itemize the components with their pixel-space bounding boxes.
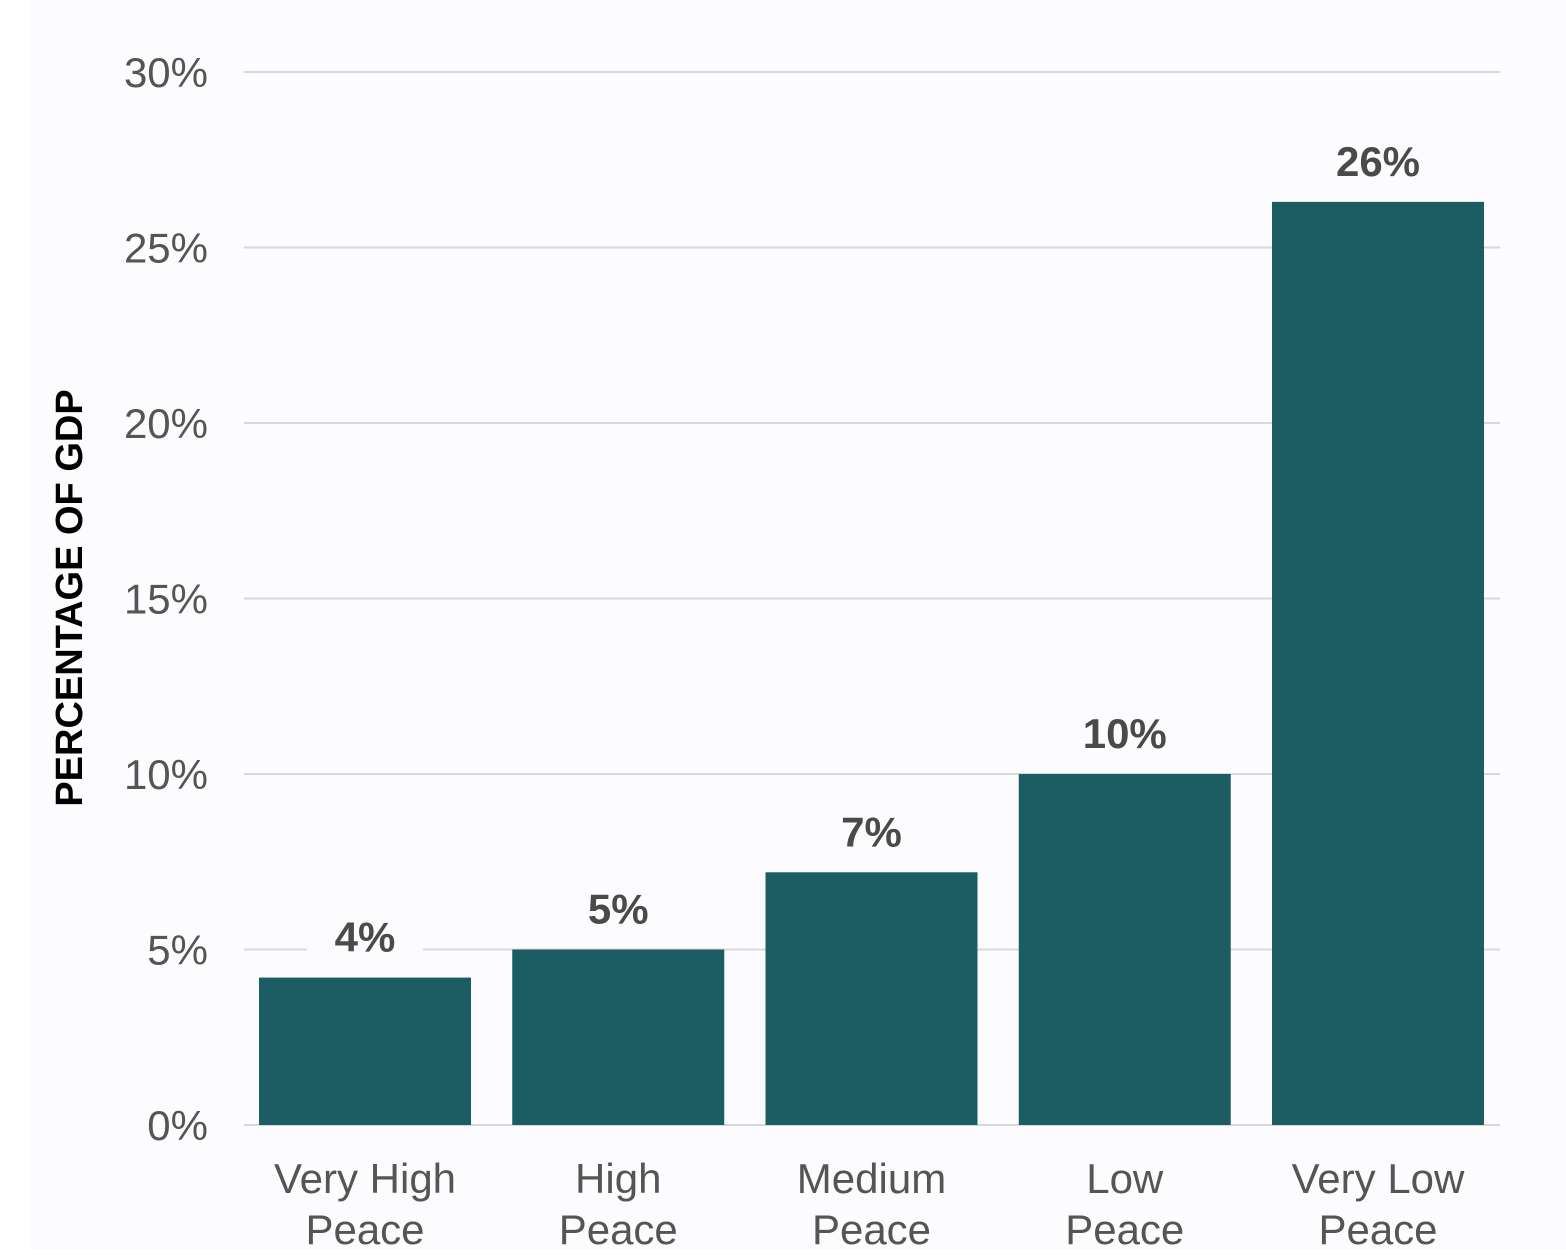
bar-value-label: 10% — [1083, 710, 1167, 757]
x-tick-label: Very Low — [1292, 1155, 1465, 1202]
x-tick-label: Peace — [812, 1206, 931, 1250]
y-axis-tick-labels: 0% 5% 10% 15% 20% 25% 30% — [124, 49, 208, 1149]
y-tick-label: 25% — [124, 225, 208, 272]
x-tick-label: High — [575, 1155, 661, 1202]
bar — [1272, 201, 1484, 1125]
bar-value-labels: 4% 5% 7% 10% 26% — [307, 133, 1436, 964]
x-tick-label: Low — [1086, 1155, 1164, 1202]
y-tick-label: 30% — [124, 49, 208, 96]
y-tick-label: 0% — [147, 1102, 208, 1149]
x-tick-label: Peace — [1318, 1206, 1437, 1250]
bars — [259, 201, 1484, 1125]
value-label-background — [560, 881, 677, 936]
bar-value-label: 7% — [841, 808, 902, 855]
x-tick-label: Peace — [559, 1206, 678, 1250]
y-tick-label: 15% — [124, 576, 208, 623]
y-axis-label: PERCENTAGE OF GDP — [49, 389, 91, 806]
bar — [765, 872, 978, 1125]
x-tick-label: Medium — [797, 1155, 946, 1202]
x-tick-label: Peace — [305, 1206, 424, 1250]
value-label-background — [813, 804, 930, 859]
y-tick-label: 20% — [124, 400, 208, 447]
x-tick-label: Peace — [1065, 1206, 1184, 1250]
bar — [259, 977, 471, 1125]
bar-value-label: 4% — [335, 914, 396, 961]
y-tick-label: 10% — [124, 751, 208, 798]
bar — [1018, 774, 1231, 1125]
x-axis-category-labels: Very HighPeaceHighPeaceMediumPeaceLowPea… — [274, 1155, 1465, 1253]
bar-value-label: 26% — [1336, 138, 1420, 185]
value-label-background — [1320, 133, 1436, 188]
value-label-background — [307, 909, 423, 964]
bar — [512, 949, 725, 1125]
y-tick-label: 5% — [147, 927, 208, 974]
value-label-background — [1066, 706, 1183, 760]
x-tick-label: Very High — [274, 1155, 456, 1202]
bar-value-label: 5% — [588, 886, 649, 933]
